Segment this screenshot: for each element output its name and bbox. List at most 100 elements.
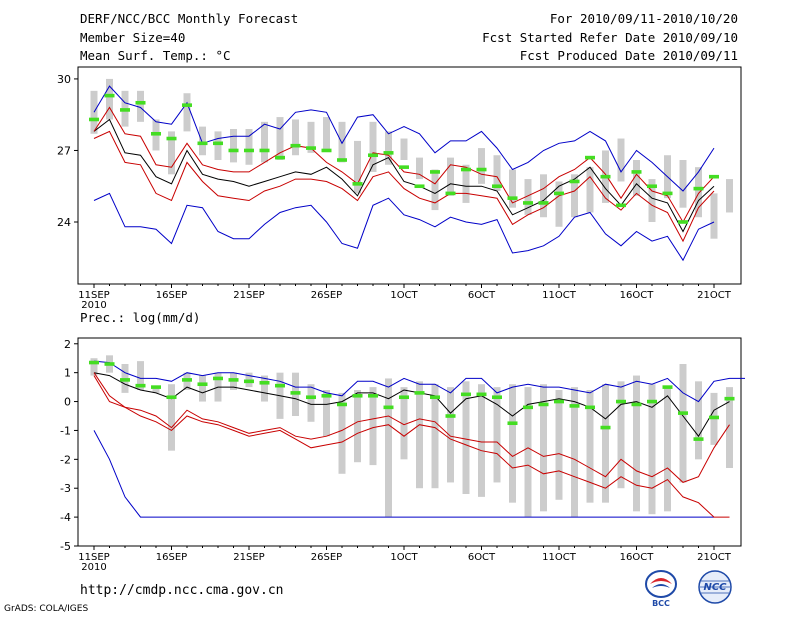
panel2-box-31 — [571, 387, 578, 518]
panel2-box-5 — [168, 384, 175, 451]
panel2-box-16 — [338, 392, 346, 474]
panel2-marker-36 — [647, 399, 657, 404]
panel1-xtick-label-0: 11SEP — [78, 290, 109, 301]
panel1-marker-28 — [523, 201, 533, 205]
panel2-box-30 — [555, 390, 563, 500]
panel1-frame — [77, 66, 742, 285]
forecast-period: For 2010/09/11-2010/10/20 — [549, 11, 738, 26]
panel1-box-3 — [137, 90, 144, 122]
panel2-xtick-label-5: 6OCT — [468, 552, 496, 563]
panel1-box-31 — [571, 174, 578, 218]
panel1-xtick-label-7: 16OCT — [620, 290, 655, 301]
panel2-ytick-label-5: -3 — [60, 482, 71, 495]
panel1-box-5 — [168, 131, 175, 175]
panel2-box-25 — [478, 384, 485, 497]
panel1-marker-32 — [585, 155, 595, 160]
panel2-box-32 — [586, 390, 594, 503]
panel1-marker-8 — [213, 141, 223, 146]
panel1-xtick-label-8: 21OCT — [697, 290, 732, 301]
panel1-marker-18 — [368, 153, 378, 158]
panel2-marker-13 — [290, 391, 301, 395]
panel2-marker-19 — [383, 405, 394, 410]
panel1-marker-14 — [306, 146, 316, 150]
member-size: Member Size=40 — [80, 30, 186, 45]
panel1-box-0 — [90, 90, 98, 134]
bcc-logo: BCC — [645, 570, 677, 608]
start-date: Fcst Started Refer Date 2010/09/10 — [482, 30, 738, 45]
panel1-marker-34 — [616, 203, 626, 208]
panel1-box-26 — [493, 155, 501, 191]
panel2-marker-24 — [461, 392, 471, 397]
panel2-line-mean — [93, 372, 730, 438]
panel2-xtick-label-4: 1OCT — [390, 552, 418, 563]
panel1-box-24 — [462, 164, 470, 203]
panel2-line-max — [93, 430, 714, 518]
panel1-xtick-label-4: 1OCT — [390, 290, 418, 301]
panel2-marker-20 — [399, 395, 409, 400]
panel1-marker-9 — [228, 148, 239, 153]
panel2-line-min — [93, 360, 745, 403]
panel2-marker-16 — [337, 402, 347, 407]
panel1-marker-16 — [337, 158, 347, 162]
panel2-box-34 — [617, 381, 625, 489]
panel2-box-20 — [400, 387, 408, 460]
panel1-box-10 — [245, 129, 253, 165]
panel2-marker-37 — [662, 385, 673, 389]
panel2-marker-28 — [523, 405, 533, 410]
panel1-line-mean — [93, 118, 715, 233]
panel2-marker-41 — [724, 396, 735, 401]
panel2-marker-39 — [693, 437, 704, 441]
bcc-logo-text: BCC — [652, 599, 670, 608]
panel1-box-35 — [633, 160, 640, 196]
panel1-marker-36 — [647, 184, 657, 189]
panel1-box-34 — [617, 138, 625, 182]
panel1-marker-33 — [600, 174, 611, 179]
panel1-marker-26 — [492, 184, 502, 189]
panel1-marker-39 — [693, 186, 704, 191]
panel2-marker-27 — [507, 421, 518, 426]
panel1-box-20 — [400, 138, 408, 160]
panel2-marker-33 — [600, 425, 611, 430]
panel2-marker-25 — [476, 392, 487, 397]
panel2-frame — [77, 337, 742, 547]
panel1-box-7 — [199, 126, 206, 156]
panel1-marker-35 — [631, 170, 642, 174]
panel1-box-6 — [183, 93, 191, 132]
panel1-marker-20 — [399, 165, 409, 169]
panel2-box-26 — [493, 387, 501, 483]
panel2-marker-29 — [538, 402, 549, 407]
panel2-marker-5 — [166, 395, 177, 400]
panel2-xtick-label-6: 11OCT — [542, 552, 577, 563]
panel2-box-39 — [695, 381, 702, 460]
panel2-box-18 — [369, 387, 377, 466]
panel2-ytick-label-2: 0 — [64, 396, 71, 409]
panel1-ytick-label-0: 30 — [57, 73, 71, 86]
panel1-box-27 — [509, 169, 516, 208]
panel2-marker-21 — [414, 391, 425, 395]
panel1-box-40 — [710, 193, 718, 239]
panel1-xtick-label-5: 6OCT — [468, 290, 496, 301]
panel1-box-13 — [292, 119, 299, 156]
panel2-box-19 — [385, 378, 392, 518]
panel1-box-29 — [540, 174, 547, 218]
panel1-xtick-label-3: 26SEP — [311, 290, 342, 301]
panel1-marker-13 — [290, 143, 301, 148]
panel1-line-max — [93, 192, 715, 262]
panel2-marker-22 — [430, 395, 440, 400]
panel2-ytick-label-6: -4 — [60, 511, 71, 524]
panel1-marker-38 — [678, 220, 688, 224]
source-url[interactable]: http://cmdp.ncc.cma.gov.cn — [80, 583, 284, 598]
panel2-line-pct_high — [93, 372, 730, 483]
panel1-marker-12 — [275, 155, 285, 160]
panel2-marker-7 — [197, 382, 208, 387]
panel1-ytick-label-1: 27 — [57, 144, 71, 157]
panel2-marker-18 — [368, 393, 378, 398]
panel1-xtick-label-1: 16SEP — [156, 290, 187, 301]
panel2-box-41 — [726, 387, 733, 468]
panel1-box-16 — [338, 121, 346, 163]
panel2-title: Prec.: log(mm/d) — [80, 310, 200, 325]
ncc-logo-text: NCC — [703, 582, 727, 593]
panel1-marker-22 — [430, 170, 440, 174]
panel2-marker-40 — [709, 415, 719, 420]
